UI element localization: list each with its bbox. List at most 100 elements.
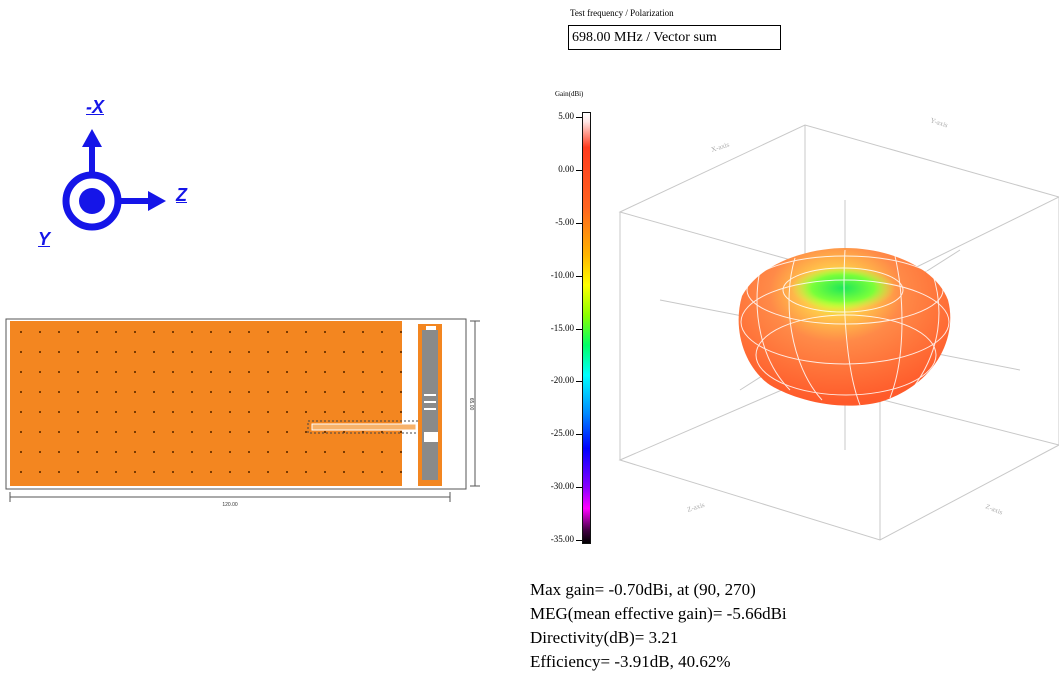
via-dot	[362, 371, 364, 373]
via-dot	[58, 451, 60, 453]
via-dot	[96, 431, 98, 433]
via-dot	[324, 451, 326, 453]
via-dot	[191, 411, 193, 413]
via-dot	[153, 391, 155, 393]
efficiency-text: Efficiency= -3.91dB, 40.62%	[530, 652, 731, 671]
via-dot	[286, 451, 288, 453]
max-gain-text: Max gain= -0.70dBi, at (90, 270)	[530, 580, 756, 599]
via-dot	[229, 431, 231, 433]
via-dot	[400, 411, 402, 413]
color-scale-tick-mark	[576, 275, 582, 277]
via-dot	[191, 391, 193, 393]
via-dot	[400, 451, 402, 453]
via-dot	[381, 371, 383, 373]
via-dot	[343, 371, 345, 373]
via-dot	[20, 451, 22, 453]
via-dot	[172, 391, 174, 393]
via-dot	[362, 431, 364, 433]
via-dot	[229, 371, 231, 373]
via-dot	[229, 331, 231, 333]
axis-x-label: -X	[86, 97, 104, 117]
via-dot	[210, 471, 212, 473]
color-scale-tick-mark	[576, 117, 582, 118]
via-dot	[77, 351, 79, 353]
via-dot	[191, 431, 193, 433]
via-dot	[39, 331, 41, 333]
via-dot	[20, 391, 22, 393]
via-dot	[362, 411, 364, 413]
via-dot	[381, 391, 383, 393]
via-dot	[191, 351, 193, 353]
via-dot	[267, 371, 269, 373]
via-dot	[229, 351, 231, 353]
via-dot	[153, 371, 155, 373]
via-dot	[39, 451, 41, 453]
via-dot	[400, 371, 402, 373]
via-dot	[229, 411, 231, 413]
via-dot	[362, 471, 364, 473]
color-scale-tick-mark	[576, 381, 582, 383]
dimension-width-label: 120.00	[222, 502, 238, 508]
antenna-element	[418, 324, 442, 486]
color-scale-tick-label: -15.00	[550, 322, 574, 333]
via-dot	[134, 331, 136, 333]
via-dot	[96, 451, 98, 453]
color-scale-tick-mark	[576, 328, 582, 330]
via-dot	[286, 371, 288, 373]
via-dot	[286, 331, 288, 333]
via-dot	[286, 471, 288, 473]
dimension-lines	[5, 318, 480, 502]
via-dot	[305, 451, 307, 453]
via-dot	[153, 451, 155, 453]
color-scale-tick-mark	[576, 487, 582, 489]
via-dot	[20, 471, 22, 473]
toroid-pattern	[738, 248, 951, 406]
axes-indicator	[62, 129, 166, 231]
via-dot	[229, 391, 231, 393]
via-dot	[77, 431, 79, 433]
via-dot	[191, 371, 193, 373]
via-dot	[362, 331, 364, 333]
via-dot	[191, 471, 193, 473]
via-dot	[267, 451, 269, 453]
via-dot	[286, 411, 288, 413]
via-dot	[115, 451, 117, 453]
via-dot	[115, 351, 117, 353]
via-dot	[115, 331, 117, 333]
via-dot	[248, 471, 250, 473]
via-dot	[210, 391, 212, 393]
via-dot	[172, 471, 174, 473]
via-dot	[172, 371, 174, 373]
ground-plane	[10, 321, 402, 486]
via-dot	[134, 411, 136, 413]
axis-z-label: Z	[176, 185, 187, 205]
via-dot	[134, 471, 136, 473]
via-dot	[210, 371, 212, 373]
axis-x-arrow-icon	[82, 129, 102, 175]
via-dot	[343, 471, 345, 473]
via-dot	[191, 331, 193, 333]
via-dot	[305, 391, 307, 393]
via-dot	[381, 451, 383, 453]
via-dot	[77, 471, 79, 473]
axis-y-label: Y	[38, 229, 51, 249]
frequency-polarization-field[interactable]: 698.00 MHz / Vector sum	[568, 25, 781, 50]
via-dot	[286, 351, 288, 353]
via-dot	[267, 471, 269, 473]
pattern-axis-label-y: Y-axis	[929, 116, 949, 129]
via-dot	[134, 431, 136, 433]
via-dot	[39, 431, 41, 433]
via-dot	[58, 411, 60, 413]
via-dot	[305, 471, 307, 473]
via-dot	[286, 431, 288, 433]
via-dot	[248, 371, 250, 373]
via-dot	[324, 471, 326, 473]
via-dot	[77, 331, 79, 333]
results-panel: Max gain= -0.70dBi, at (90, 270) MEG(mea…	[530, 578, 787, 674]
via-dot	[324, 351, 326, 353]
via-dot	[20, 431, 22, 433]
via-dot	[400, 431, 402, 433]
via-dot	[134, 351, 136, 353]
via-dot	[381, 331, 383, 333]
via-dot	[134, 451, 136, 453]
